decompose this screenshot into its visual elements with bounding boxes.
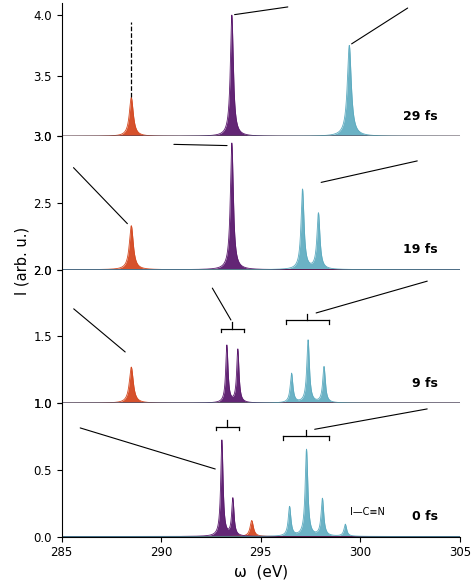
Text: 29 fs: 29 fs xyxy=(403,110,438,123)
Text: I (arb. u.): I (arb. u.) xyxy=(14,227,29,295)
Text: 19 fs: 19 fs xyxy=(403,244,438,256)
X-axis label: ω  (eV): ω (eV) xyxy=(234,565,288,580)
Text: 9 fs: 9 fs xyxy=(412,377,438,390)
Text: 0 fs: 0 fs xyxy=(412,510,438,523)
Text: I—C≡N: I—C≡N xyxy=(350,508,385,517)
